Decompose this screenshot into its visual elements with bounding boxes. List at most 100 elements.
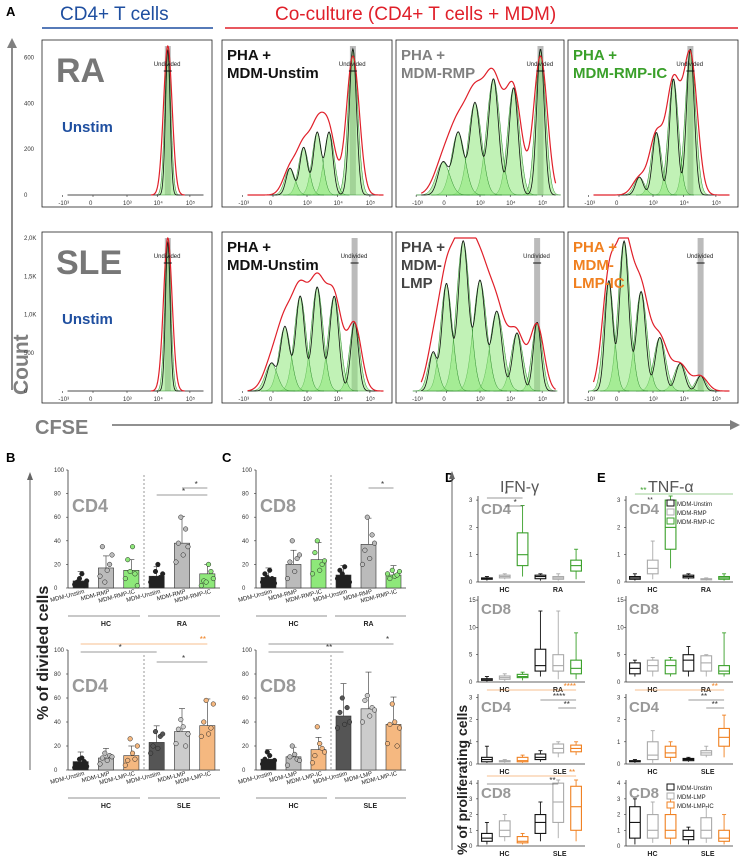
sig-star: * (195, 480, 198, 489)
x-tick-label: 10⁵ (366, 396, 376, 403)
data-point (185, 544, 191, 550)
sig-star: * (386, 635, 389, 644)
histogram-grid: Undivided -10³ 0 10³ 10⁴ 10⁵ 0 200 400 600 RA Unsti… (24, 39, 739, 404)
x-tick-label: -10³ (58, 397, 69, 403)
box (552, 782, 565, 823)
sig-star: ** (564, 700, 570, 709)
data-point (392, 719, 398, 725)
sig-star: ** (326, 643, 332, 652)
y-tick-label: 0 (242, 768, 246, 774)
data-point (81, 759, 87, 765)
group-label: HC (101, 803, 111, 810)
generation-peak (412, 352, 454, 392)
x-tick-label: 0 (269, 397, 273, 403)
x-tick-label: 10⁴ (334, 396, 344, 403)
x-tick-label: 0 (269, 201, 273, 207)
y-tick-label: 0 (617, 844, 621, 850)
condition-title: PHA + (227, 239, 271, 256)
box-row-label: CD8 (629, 785, 659, 802)
data-point (152, 729, 159, 735)
data-point (109, 754, 115, 760)
x-tick-label: 10⁵ (366, 200, 376, 207)
data-point (317, 741, 323, 747)
y-tick-label: 3 (617, 797, 621, 803)
fit-envelope (247, 272, 384, 392)
data-point (337, 709, 343, 715)
data-point (339, 695, 345, 701)
group-label: HC (289, 621, 299, 628)
histogram-panel: Undivided -10³ 0 10³ 10⁴ 10⁵ PHA +MDM-RMP (395, 39, 565, 208)
data-point (296, 552, 303, 558)
data-point (148, 750, 154, 756)
condition-title: MDM- (401, 257, 442, 274)
y-tick-label: 0 (24, 389, 28, 395)
data-point (321, 558, 328, 564)
undivided-label: Undivided (154, 62, 181, 68)
bc-arrowhead-icon (27, 472, 33, 480)
data-point (208, 725, 214, 731)
y-tick-label: 100 (54, 468, 65, 474)
data-point (312, 753, 318, 759)
y-tick-label: 2 (617, 718, 621, 724)
stim-label: Unstim (62, 311, 113, 328)
x-tick-label: -10³ (238, 201, 249, 207)
legend-swatch (666, 499, 675, 507)
condition-title: PHA + (227, 47, 271, 64)
condition-title: MDM-Unstim (227, 257, 319, 274)
box (534, 648, 547, 672)
box (646, 741, 659, 761)
box (498, 820, 511, 838)
y-tick-label: 100 (242, 468, 253, 474)
fit-envelope (150, 236, 185, 392)
x-tick-label: 10⁴ (680, 200, 690, 207)
sig-star: * (182, 654, 185, 663)
y-tick-label: 2 (469, 718, 473, 724)
fit-envelope (420, 237, 556, 390)
x-tick-label: 0 (442, 201, 446, 207)
y-tick-label: 1 (617, 553, 621, 559)
box (570, 659, 582, 675)
data-point (99, 755, 105, 761)
data-point (127, 568, 133, 575)
data-point (367, 713, 373, 719)
y-tick-label: 400 (24, 101, 35, 107)
y-tick-label: 20 (242, 744, 249, 750)
box-row-label: CD8 (481, 785, 511, 802)
histogram-panel: Undivided -10³ 0 10³ 10⁴ 10⁵ PHA +MDM-Unstim (221, 231, 393, 404)
data-point (337, 567, 343, 573)
data-point (79, 755, 85, 761)
y-tick-label: 40 (54, 720, 61, 726)
bar-chart: 020406080100CD8MDM-UnstimMDM-RMPMDM-RMP-… (238, 468, 406, 628)
y-tick-label: 15 (617, 598, 624, 604)
data-point (259, 579, 266, 585)
legend-swatch (666, 508, 675, 516)
generation-peak (155, 48, 181, 196)
x-tick-label: 10³ (476, 201, 485, 207)
data-point (259, 761, 266, 767)
undivided-label: Undivided (526, 62, 553, 68)
undivided-label: Undivided (341, 254, 368, 260)
y-tick-label: 3 (469, 498, 473, 504)
data-point (334, 725, 341, 731)
bc-y-label: % of divided cells (35, 586, 52, 720)
group-label: SLE (56, 244, 122, 282)
sig-star: ** (712, 700, 718, 709)
data-point (387, 721, 393, 727)
x-tick-label: 10⁴ (506, 200, 516, 207)
x-tick-label: 0 (89, 397, 93, 403)
data-point (198, 733, 204, 739)
data-curve (421, 49, 556, 196)
group-label: SLE (553, 851, 567, 858)
data-point (160, 571, 166, 577)
box-plot: 0 1 2 3 CD4 HC RA **** MDM-Unstim MDM-RMP MDM-RMP-… (617, 486, 733, 594)
data-point (342, 564, 348, 570)
y-tick-label: 60 (242, 515, 249, 521)
y-tick-label: 1 (469, 828, 473, 834)
group-label: HC (499, 769, 509, 776)
data-point (364, 693, 370, 699)
group-label: HC (101, 621, 111, 628)
condition-title: PHA + (401, 47, 445, 64)
cfse-axis-label: CFSE (35, 417, 88, 439)
condition-title: MDM- (573, 257, 614, 274)
